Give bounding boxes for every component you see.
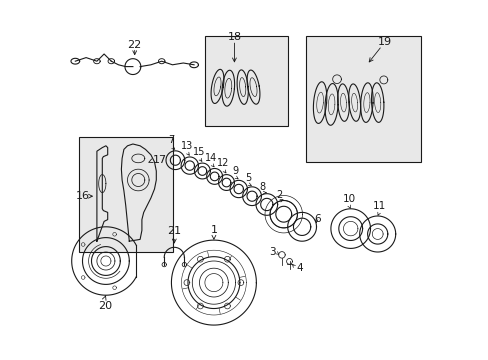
Text: 16: 16: [75, 191, 89, 201]
Text: 7: 7: [168, 135, 174, 145]
Text: 5: 5: [244, 173, 251, 183]
Text: 6: 6: [314, 213, 320, 224]
Bar: [305, 36, 420, 162]
Text: 13: 13: [181, 141, 193, 151]
Text: 21: 21: [167, 226, 181, 236]
Text: 17: 17: [152, 155, 166, 165]
Text: 18: 18: [227, 32, 241, 42]
Text: 19: 19: [377, 37, 391, 48]
Text: 10: 10: [342, 194, 355, 204]
Text: 1: 1: [210, 225, 217, 235]
Bar: [79, 137, 172, 252]
Text: 12: 12: [217, 158, 229, 168]
Text: 4: 4: [295, 263, 302, 273]
Bar: [204, 36, 287, 126]
Text: 20: 20: [98, 301, 112, 311]
Text: 9: 9: [232, 166, 238, 176]
Text: 11: 11: [372, 201, 386, 211]
Text: 22: 22: [127, 40, 142, 50]
Text: 2: 2: [276, 190, 283, 200]
Text: 3: 3: [269, 247, 275, 257]
Text: 8: 8: [259, 181, 265, 192]
Text: 15: 15: [193, 147, 205, 157]
Text: 14: 14: [205, 153, 217, 163]
